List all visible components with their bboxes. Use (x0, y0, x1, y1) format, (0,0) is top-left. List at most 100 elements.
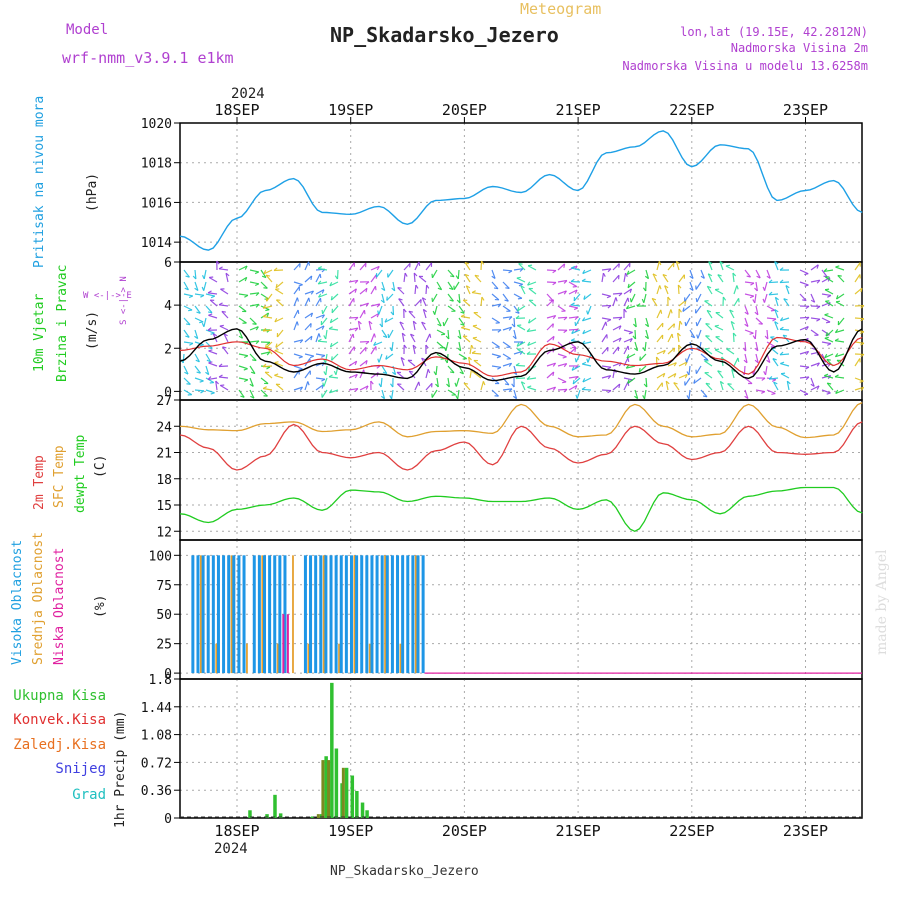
wind-barb (238, 293, 248, 296)
wind-barb-head (207, 290, 212, 294)
wind-barb (704, 348, 713, 355)
wind-barb (321, 389, 328, 398)
wind-barb (755, 281, 758, 291)
wind-barb-head (421, 321, 426, 325)
top-day-label: 21SEP (556, 101, 601, 119)
year-top: 2024 (231, 86, 265, 102)
wind-barb (208, 350, 218, 355)
wind-barb (527, 377, 537, 380)
wind-barb (215, 381, 218, 391)
wind-barb-head (689, 275, 694, 279)
wind-barb (717, 274, 724, 283)
wind-barb (315, 384, 324, 391)
wind-barb (238, 305, 247, 312)
wind-barb-head (399, 321, 404, 325)
wind-barb (733, 357, 739, 367)
wind-barb-head (563, 290, 567, 295)
wind-barb (825, 276, 834, 283)
wind-barb-head (725, 264, 730, 267)
top-day-label: 19SEP (328, 101, 373, 119)
wind-barb (626, 305, 636, 310)
wind-barb-head (574, 289, 578, 294)
wind-barb-head (442, 321, 445, 327)
wind-barb-head (381, 287, 386, 292)
wind-barb (348, 360, 357, 367)
wind-barb (274, 374, 284, 379)
wind-barb (704, 360, 713, 367)
wind-barb (824, 375, 834, 379)
wind-barb (249, 389, 255, 399)
wind-barb (335, 365, 339, 375)
wind-barb-head (774, 261, 779, 265)
wind-barb (779, 328, 790, 331)
wind-barb-head (714, 324, 719, 327)
wind-barb (546, 386, 556, 391)
model-elevation-label: Nadmorska Visina u modelu 13.6258m (622, 59, 868, 73)
wind-barb-head (563, 263, 566, 268)
wind-barb (515, 377, 526, 380)
wind-barb-head (207, 376, 212, 380)
wind-barb-head (519, 268, 524, 272)
precip-legend-frz: Zaledj.Kisa (13, 737, 106, 753)
wind-barb (612, 316, 623, 319)
wind-barb-head (310, 275, 313, 281)
wind-barb (645, 317, 650, 327)
wind-barb-head (192, 275, 197, 280)
wind-barb (183, 317, 191, 326)
wind-barb (436, 281, 443, 291)
wind-barb (370, 346, 377, 355)
precip-legend-conv: Konvek.Kisa (13, 712, 106, 728)
wind-barb (697, 329, 702, 339)
wind-barb (315, 314, 325, 319)
wind-barb (183, 305, 193, 311)
wind-barb (205, 305, 213, 314)
y-tick-label: 1.44 (141, 701, 172, 716)
wind-barb-head (642, 287, 647, 292)
wind-barb-head (497, 329, 502, 333)
wind-barb-head (644, 275, 649, 280)
wind-barb-head (607, 366, 612, 370)
wind-barb (370, 285, 377, 295)
wind-barb (425, 369, 429, 379)
wind-barb (425, 333, 431, 343)
wind-barb (780, 363, 790, 367)
cloud-high-bar (196, 555, 200, 674)
wind-barb-head (429, 333, 432, 338)
wind-barb-head (365, 385, 369, 390)
wind-barb-head (618, 263, 620, 268)
wind-barb-head (254, 283, 260, 287)
wind-barb-head (754, 347, 759, 352)
wind-barb-head (761, 391, 766, 394)
wind-barb (717, 370, 724, 379)
wind-barb-head (642, 395, 646, 400)
wind-barb-head (782, 334, 788, 337)
wind-barb (304, 335, 313, 343)
wind-barb-head (508, 270, 513, 274)
wind-barb-head (262, 363, 267, 368)
wind-barb (528, 299, 537, 307)
wind-barb (359, 385, 369, 391)
wind-barb-head (732, 272, 737, 277)
wind-barb-head (826, 321, 831, 324)
wind-barb (208, 314, 218, 319)
wind-barb-head (221, 310, 226, 313)
precip-legend-snow: Snijeg (55, 761, 106, 777)
wind-barb-head (779, 267, 784, 271)
wind-barb-head (298, 356, 303, 359)
wind-barb-head (837, 274, 842, 277)
wind-barb (472, 337, 482, 343)
wind-barb-head (737, 357, 740, 362)
wind-barb (472, 325, 482, 331)
wind-barb (695, 365, 702, 375)
wind-barb-head (354, 388, 359, 392)
wind-barb-head (527, 281, 531, 286)
wind-barb (557, 377, 567, 383)
wind-barb (854, 377, 864, 382)
wind-barb (726, 348, 735, 355)
wind-barb-head (471, 350, 476, 354)
wind-barb-head (365, 360, 368, 365)
wind-barb (582, 269, 592, 275)
wind-barb-head (805, 326, 809, 331)
wind-barb (623, 297, 629, 307)
wind-barb-head (705, 382, 710, 385)
